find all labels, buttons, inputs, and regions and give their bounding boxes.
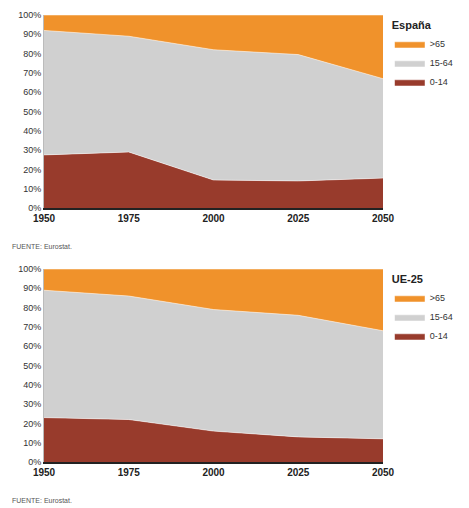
svg-text:2000: 2000 [202,213,225,224]
svg-text:>65: >65 [430,293,445,303]
svg-text:2050: 2050 [372,213,395,224]
svg-text:>65: >65 [430,39,445,49]
svg-text:30%: 30% [23,399,41,409]
svg-text:0%: 0% [28,457,41,467]
svg-text:FUENTE: Eurostat.: FUENTE: Eurostat. [12,243,72,250]
svg-text:UE-25: UE-25 [392,273,423,285]
svg-text:España: España [392,19,432,31]
svg-text:10%: 10% [23,184,41,194]
svg-text:90%: 90% [23,283,41,293]
svg-text:100%: 100% [18,10,41,20]
svg-text:2000: 2000 [202,467,225,478]
svg-text:1950: 1950 [33,467,56,478]
svg-text:1975: 1975 [118,213,141,224]
svg-text:15-64: 15-64 [430,58,453,68]
svg-text:10%: 10% [23,438,41,448]
svg-text:20%: 20% [23,165,41,175]
svg-text:0%: 0% [28,203,41,213]
svg-text:20%: 20% [23,419,41,429]
svg-text:30%: 30% [23,145,41,155]
svg-text:60%: 60% [23,341,41,351]
svg-text:70%: 70% [23,322,41,332]
svg-text:70%: 70% [23,68,41,78]
svg-text:0-14: 0-14 [430,77,448,87]
svg-text:40%: 40% [23,380,41,390]
svg-text:100%: 100% [18,264,41,274]
svg-text:2050: 2050 [372,467,395,478]
svg-text:50%: 50% [23,361,41,371]
svg-text:15-64: 15-64 [430,312,453,322]
svg-text:2025: 2025 [287,213,310,224]
svg-text:1975: 1975 [118,467,141,478]
svg-text:90%: 90% [23,29,41,39]
svg-text:80%: 80% [23,303,41,313]
svg-text:60%: 60% [23,87,41,97]
svg-text:FUENTE: Eurostat.: FUENTE: Eurostat. [12,497,72,504]
svg-text:1950: 1950 [33,213,56,224]
svg-text:50%: 50% [23,107,41,117]
svg-text:40%: 40% [23,126,41,136]
svg-text:0-14: 0-14 [430,331,448,341]
svg-text:80%: 80% [23,49,41,59]
svg-text:2025: 2025 [287,467,310,478]
